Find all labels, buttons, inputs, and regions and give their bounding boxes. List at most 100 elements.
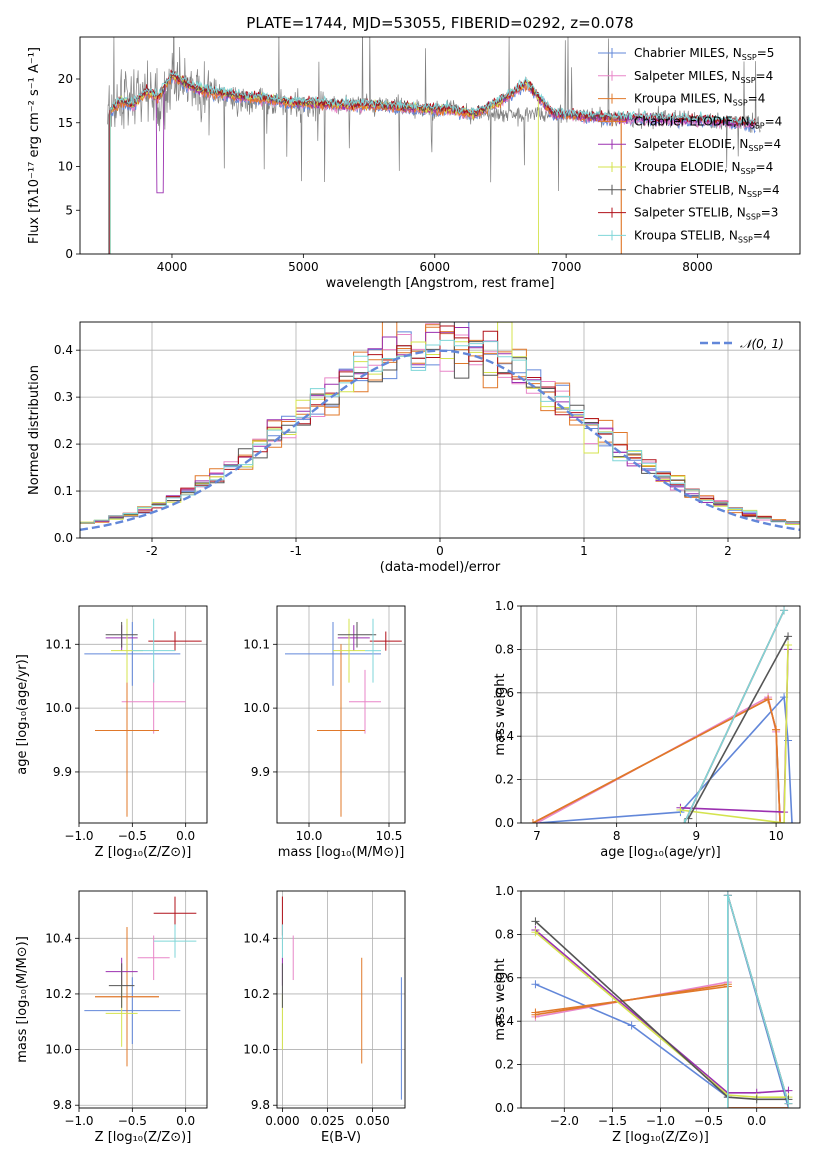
legend-label: Chabrier ELODIE, NSSP=4: [634, 114, 782, 130]
normal-curve: [80, 349, 800, 531]
axes-frame: [78, 890, 208, 1109]
massweight-line-4: [532, 698, 781, 823]
massweight-marker: [723, 1104, 732, 1108]
plot-area-mass_vs_ebv: [281, 896, 402, 1100]
y-tick-label: 10.1: [45, 637, 72, 651]
y-tick-label: 9.8: [53, 1098, 72, 1112]
y-tick-label: 10.1: [243, 637, 270, 651]
axes-frame: [78, 605, 208, 824]
plot-area-mass_vs_Z: [84, 896, 197, 1067]
massweight-marker: [784, 641, 793, 650]
x-tick-label: −1.5: [598, 1114, 627, 1128]
y-tick-label: 0.2: [495, 773, 514, 787]
y-tick-label: 10.2: [243, 987, 270, 1001]
y-tick-label: 0.8: [495, 927, 514, 941]
y-tick-label: 0.6: [495, 971, 514, 985]
residual-hist-9: [80, 339, 800, 524]
model-spectrum-9: [109, 71, 756, 254]
x-axis-label: Z [log₁₀(Z/Z⊙)]: [95, 1130, 192, 1145]
figure-title: PLATE=1744, MJD=53055, FIBERID=0292, z=0…: [246, 14, 633, 32]
y-tick-label: 0.3: [54, 390, 73, 404]
legend-label: Chabrier MILES, NSSP=5: [634, 46, 774, 62]
massweight-marker: [531, 928, 540, 937]
x-tick-label: 4000: [157, 260, 188, 274]
y-tick-label: 1.0: [495, 884, 514, 898]
panel-mass_vs_Z: −1.0 −0.5 0.0 9.8 10.0 10.2 10.4 Z [log₁₀(Z/Z⊙)…: [15, 890, 208, 1145]
massweight-line-7: [687, 636, 789, 820]
y-axis-label: mass weight: [493, 958, 508, 1040]
x-tick-label: 5000: [288, 260, 319, 274]
y-tick-label: 0.0: [495, 1101, 514, 1115]
x-axis-label: Z [log₁₀(Z/Z⊙)]: [612, 1130, 709, 1145]
plot-area-massweight_vs_Z: [531, 891, 793, 1108]
x-tick-label: 0.025: [310, 1114, 344, 1128]
axes-frame: [79, 321, 801, 539]
y-tick-label: 0.4: [495, 729, 514, 743]
legend-label: Salpeter STELIB, NSSP=3: [634, 206, 778, 222]
y-tick-label: 9.8: [251, 1098, 270, 1112]
x-tick-label: 0.0: [176, 829, 195, 843]
massweight-marker: [528, 819, 537, 823]
x-tick-label: −1.0: [64, 829, 93, 843]
axes-frame: [276, 890, 406, 1109]
x-axis-label: age [log₁₀(age/yr)]: [600, 845, 721, 860]
x-tick-label: 8: [613, 829, 621, 843]
massweight-line-6: [680, 645, 789, 823]
y-tick-label: 10.0: [45, 701, 72, 715]
y-tick-label: 0: [65, 247, 73, 261]
x-tick-label: −0.5: [694, 1114, 723, 1128]
x-tick-label: 2: [724, 544, 732, 558]
x-axis-label: (data-model)/error: [380, 560, 501, 575]
panel-mass_vs_ebv: 0.000 0.025 0.050 9.8 10.0 10.2 10.4 E(B-V): [243, 890, 406, 1145]
y-tick-label: 9.9: [251, 765, 270, 779]
x-axis-label: mass [log₁₀(M/M⊙)]: [278, 845, 405, 860]
x-tick-label: 9: [693, 829, 701, 843]
plot-area-residuals: [80, 322, 800, 531]
y-tick-label: 0.0: [495, 816, 514, 830]
massweight-line-6: [534, 931, 789, 1098]
legend-label: Chabrier STELIB, NSSP=4: [634, 183, 780, 199]
plot-area-age_vs_mass: [285, 618, 402, 817]
y-tick-label: 10.0: [243, 1043, 270, 1057]
massweight-marker: [752, 1095, 761, 1104]
x-tick-label: −0.5: [118, 1114, 147, 1128]
panel-age_vs_mass: 10.0 10.5 9.9 10.0 10.1 mass [log₁₀(M/M⊙)]: [243, 605, 406, 860]
x-tick-label: 10.5: [376, 829, 403, 843]
panel-massweight_vs_age: 7 8 9 10 0.0 0.2 0.4 0.6 0.8 1.0 age [log₁₀(age/yr…: [493, 599, 801, 860]
x-axis-label: wavelength [Angstrom, rest frame]: [326, 276, 555, 291]
massweight-line-1: [536, 695, 793, 823]
massweight-line-1: [535, 895, 790, 1108]
x-tick-label: -2: [146, 544, 158, 558]
x-tick-label: 0.050: [355, 1114, 389, 1128]
legend-label: Kroupa STELIB, NSSP=4: [634, 228, 771, 244]
y-tick-label: 10.2: [45, 987, 72, 1001]
y-axis-label: Normed distribution: [27, 365, 42, 495]
x-tick-label: 6000: [419, 260, 450, 274]
massweight-marker: [784, 1099, 793, 1108]
massweight-marker: [780, 819, 789, 823]
panel-spectrum: 4000 5000 6000 7000 8000 0 5 10 15 20 wavelength […: [27, 36, 801, 291]
axes-frame: [520, 890, 801, 1109]
y-axis-label: Flux [fλ10⁻¹⁷ erg cm⁻² s⁻¹ A⁻¹]: [27, 47, 42, 244]
x-tick-label: 0.0: [747, 1114, 766, 1128]
y-tick-label: 10.4: [243, 931, 270, 945]
y-tick-label: 5: [65, 203, 73, 217]
y-tick-label: 10: [58, 160, 73, 174]
y-tick-label: 10.0: [243, 701, 270, 715]
x-tick-label: -1: [290, 544, 302, 558]
massweight-marker: [784, 632, 793, 641]
y-tick-label: 0.4: [54, 343, 73, 357]
massweight-marker: [531, 917, 540, 926]
y-tick-label: 10.4: [45, 931, 72, 945]
x-tick-label: −0.5: [118, 829, 147, 843]
y-tick-label: 15: [58, 116, 73, 130]
panel-age_vs_Z: −1.0 −0.5 0.0 9.9 10.0 10.1 Z [log₁₀(Z/Z⊙)] age…: [15, 605, 208, 860]
legend-label: Salpeter ELODIE, NSSP=4: [634, 137, 781, 153]
legend-label: Kroupa ELODIE, NSSP=4: [634, 160, 773, 176]
panel-massweight_vs_Z: −2.0 −1.5 −1.0 −0.5 0.0 0.0 0.2 0.4 0.6 0.8 1.0 Z […: [493, 884, 801, 1145]
y-tick-label: 0.2: [495, 1058, 514, 1072]
y-tick-label: 0.0: [54, 531, 73, 545]
axes-frame: [79, 36, 801, 255]
massweight-marker: [776, 819, 785, 823]
x-tick-label: 7000: [551, 260, 582, 274]
